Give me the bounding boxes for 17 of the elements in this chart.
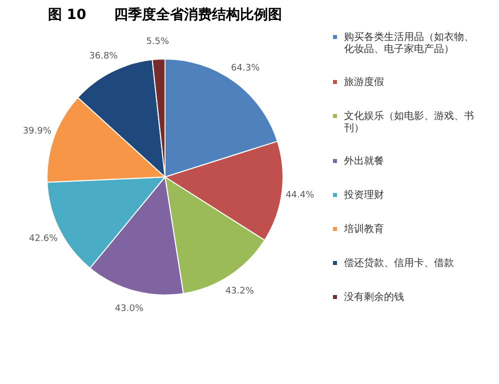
legend-label: 外出就餐 bbox=[344, 155, 384, 167]
legend-label: 偿还贷款、信用卡、借款 bbox=[344, 257, 454, 269]
data-label: 44.4% bbox=[286, 190, 315, 201]
data-label: 43.2% bbox=[225, 286, 254, 297]
legend-label: 没有剩余的钱 bbox=[344, 291, 404, 303]
chart-title: 图 10 四季度全省消费结构比例图 bbox=[48, 6, 282, 23]
data-label: 36.8% bbox=[89, 52, 118, 62]
data-label: 5.5% bbox=[146, 37, 170, 48]
legend-label: 购买各类生活用品（如衣物、化妆品、电子家电产品） bbox=[344, 31, 474, 55]
data-label: 43.0% bbox=[114, 304, 144, 314]
legend-label: 投资理财 bbox=[343, 189, 384, 201]
legend-label: 培训教育 bbox=[343, 223, 384, 235]
legend-label: 旅游度假 bbox=[344, 76, 384, 88]
data-label: 42.6% bbox=[29, 234, 58, 244]
data-label: 64.3% bbox=[231, 63, 260, 74]
data-label: 39.9% bbox=[22, 126, 52, 137]
legend-label: 文化娱乐（如电影、游戏、书刊） bbox=[344, 110, 474, 134]
